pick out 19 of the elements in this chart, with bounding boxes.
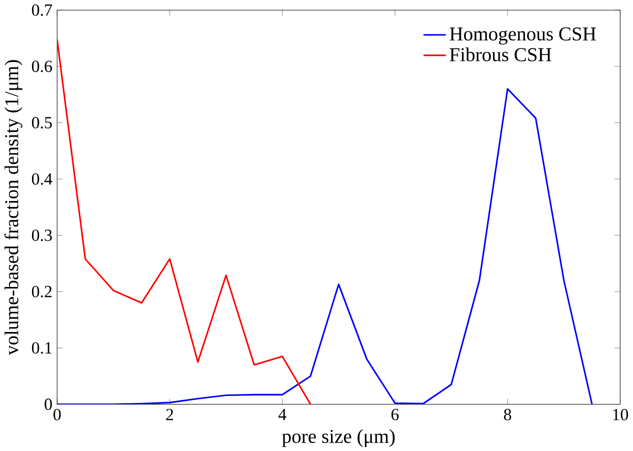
x-tick-label: 2: [166, 408, 174, 420]
legend-label: Homogenous CSH: [450, 27, 596, 44]
x-tick-label: 4: [278, 408, 286, 420]
x-tick-label: 8: [504, 408, 512, 420]
legend-label: Fibrous CSH: [450, 47, 552, 62]
y-tick-label: 0.2: [32, 286, 52, 298]
x-tick-label: 10: [613, 408, 628, 420]
y-tick-label: 0: [44, 398, 52, 410]
x-tick-label: 6: [391, 408, 399, 420]
x-axis-title: pore size (μm): [282, 429, 395, 447]
y-tick-label: 0.4: [32, 173, 52, 185]
y-axis-title: volume-based fraction density (1/μm): [4, 60, 22, 355]
y-tick-label: 0.5: [32, 116, 52, 128]
y-tick-label: 0.1: [32, 342, 52, 354]
line-series: [57, 38, 312, 404]
y-tick-label: 0.7: [32, 4, 52, 16]
y-tick-label: 0.3: [32, 229, 52, 241]
y-tick-label: 0.6: [32, 60, 52, 72]
x-tick-label: 0: [54, 408, 61, 420]
